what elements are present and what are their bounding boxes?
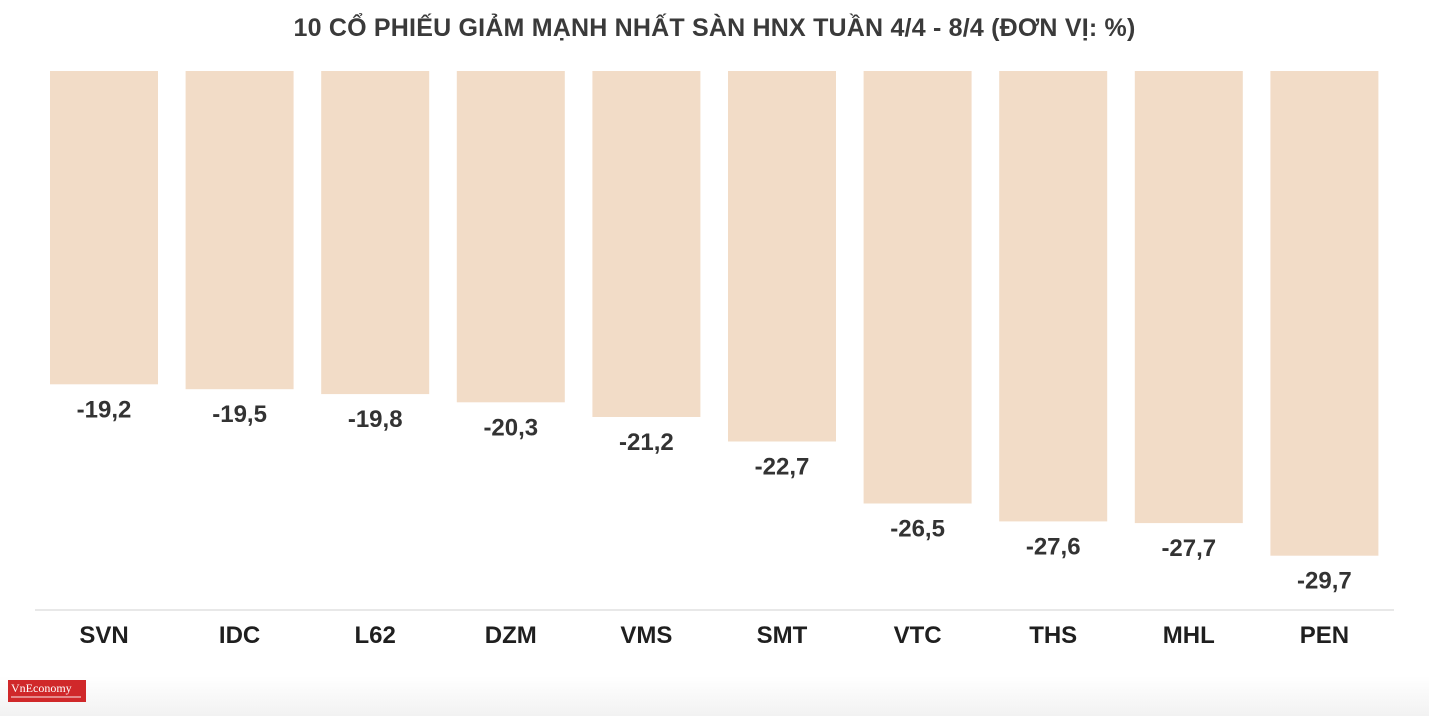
category-label-vtc: VTC	[894, 622, 942, 649]
bar-idc	[185, 71, 294, 390]
bar-vms	[592, 71, 701, 417]
labels-layer: -19,2 -19,5 -19,8 -20,3 -21,2 -22,7 -26,5 -27,6…	[77, 396, 1352, 594]
bar-svn	[50, 71, 158, 385]
bar-chart: -19,2 -19,5 -19,8 -20,3 -21,2 -22,7 -26,5 -27,6…	[35, 71, 1394, 649]
category-label-vms: VMS	[620, 622, 672, 649]
logo-strip	[11, 696, 81, 698]
bar-smt	[728, 71, 836, 442]
value-label-dzm: -20,3	[483, 414, 538, 441]
bar-pen	[1270, 71, 1379, 556]
category-label-svn: SVN	[79, 622, 128, 649]
value-label-l62: -19,8	[348, 406, 403, 433]
bar-l62	[321, 71, 430, 395]
category-label-idc: IDC	[219, 622, 260, 649]
bars-layer	[50, 71, 1379, 556]
category-label-pen: PEN	[1300, 622, 1349, 649]
value-label-svn: -19,2	[77, 396, 132, 423]
bar-dzm	[456, 71, 565, 403]
value-label-pen: -29,7	[1297, 568, 1352, 595]
chart-title: 10 CỔ PHIẾU GIẢM MẠNH NHẤT SÀN HNX TUẦN …	[293, 14, 1136, 42]
category-labels-layer: SVN IDC L62 DZM VMS SMT VTC THS MHL PEN	[79, 622, 1349, 649]
bar-mhl	[1134, 71, 1243, 524]
value-label-ths: -27,6	[1026, 533, 1081, 560]
category-label-smt: SMT	[757, 622, 808, 649]
value-label-vtc: -26,5	[890, 516, 945, 543]
value-label-mhl: -27,7	[1161, 535, 1216, 562]
logo-text: VnEconomy	[11, 681, 72, 695]
category-label-mhl: MHL	[1163, 622, 1215, 649]
vneconomy-logo: VnEconomy	[8, 680, 86, 702]
category-label-dzm: DZM	[485, 622, 537, 649]
bar-ths	[999, 71, 1108, 522]
value-label-idc: -19,5	[212, 401, 267, 428]
value-label-vms: -21,2	[619, 429, 674, 456]
footer-shade	[0, 676, 1429, 716]
category-label-l62: L62	[355, 622, 396, 649]
bar-vtc	[863, 71, 972, 504]
category-label-ths: THS	[1029, 622, 1077, 649]
value-label-smt: -22,7	[755, 454, 810, 481]
